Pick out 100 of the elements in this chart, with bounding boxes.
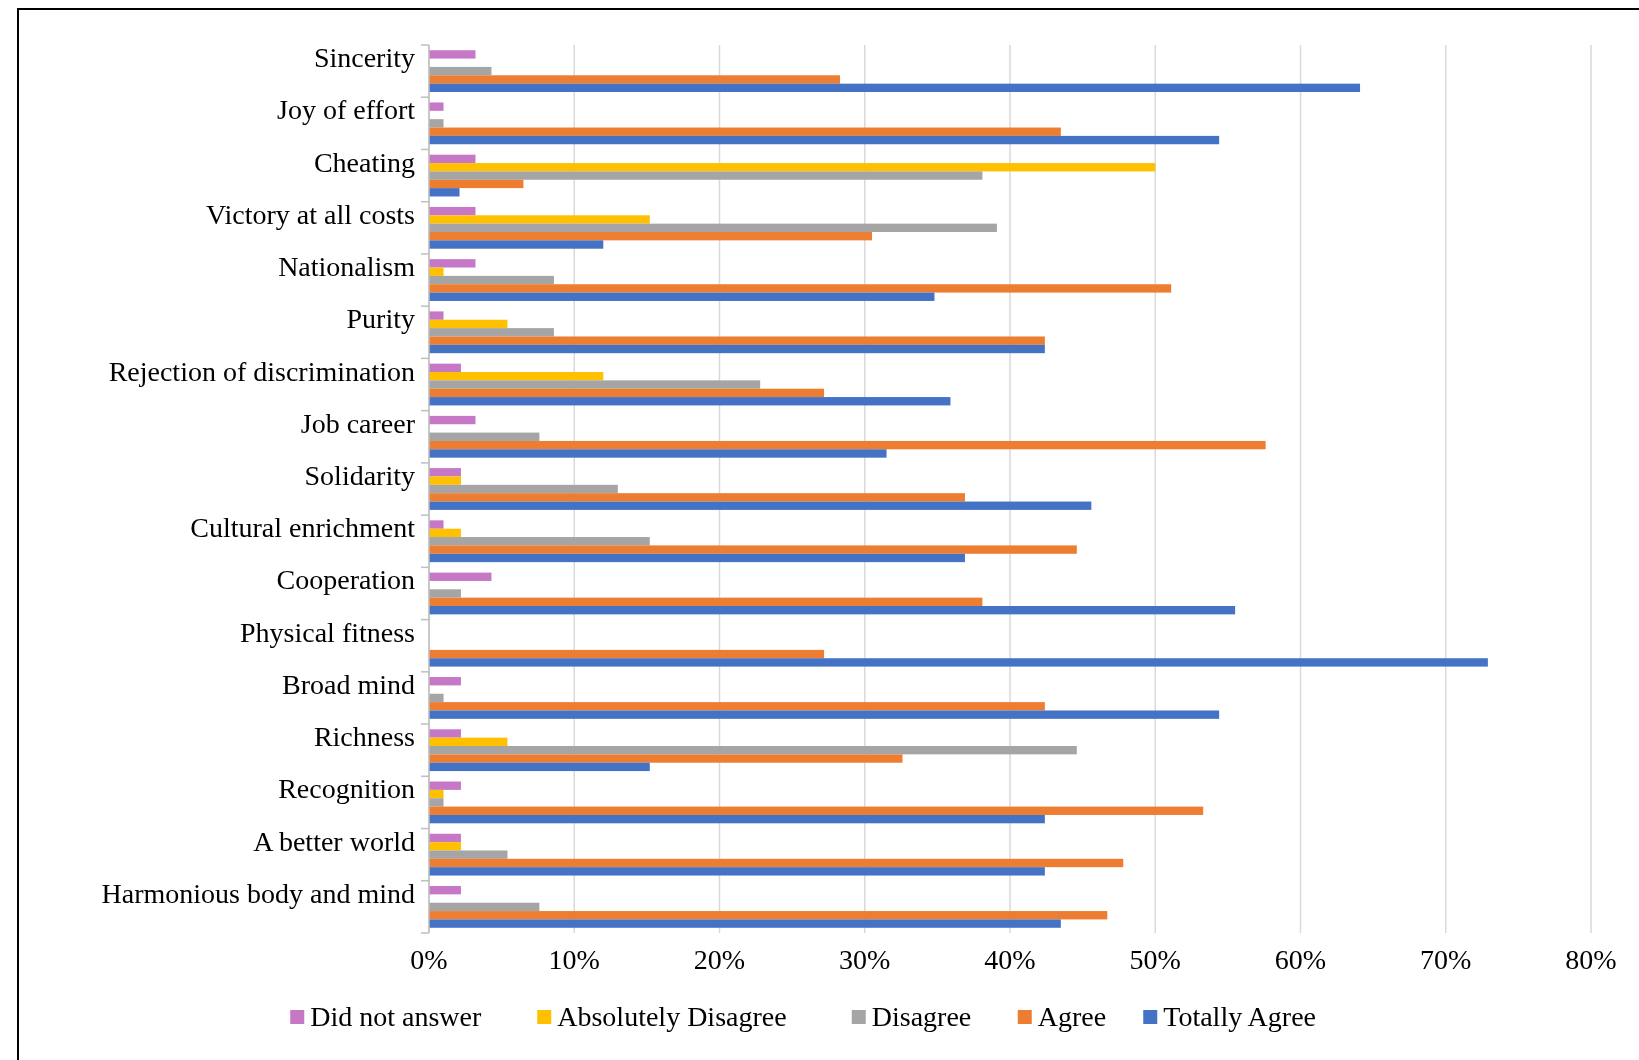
bar — [429, 746, 1077, 755]
bar — [429, 798, 444, 807]
bar — [429, 902, 540, 912]
bar — [429, 102, 444, 111]
y-tick-label: Purity — [346, 303, 415, 335]
bar — [429, 83, 1361, 93]
bar — [429, 206, 476, 216]
x-tick-label: 20% — [693, 944, 746, 975]
y-tick-label: Nationalism — [278, 251, 416, 283]
bar — [429, 545, 1077, 554]
bar — [429, 649, 825, 659]
bar — [429, 710, 1220, 719]
y-tick-label: Victory at all costs — [205, 198, 415, 230]
bar — [429, 867, 1045, 876]
bar — [429, 449, 887, 458]
bar — [429, 484, 618, 494]
bar — [429, 781, 461, 790]
bar — [429, 476, 461, 485]
bar — [429, 858, 1124, 868]
x-tick-label: 60% — [1274, 944, 1327, 975]
bar — [429, 397, 951, 406]
legend-label: Did not answer — [310, 1001, 482, 1032]
bar — [429, 232, 873, 241]
bar — [429, 806, 1204, 815]
bar — [429, 432, 540, 441]
y-tick-label: Richness — [313, 721, 415, 753]
bar — [429, 284, 1172, 293]
y-tick-label: Cheating — [313, 146, 415, 178]
legend-label: Totally Agree — [1163, 1001, 1317, 1032]
y-tick-label: Physical fitness — [240, 616, 415, 648]
bar — [429, 919, 1061, 928]
bar — [429, 789, 444, 799]
y-tick-label: Sincerity — [313, 42, 415, 74]
bar — [429, 493, 965, 502]
bar — [429, 336, 1045, 345]
y-tick-label: A better world — [253, 825, 415, 857]
legend-label: Agree — [1037, 1001, 1107, 1032]
y-tick-label: Rejection of discrimination — [108, 355, 415, 387]
bar — [429, 677, 461, 686]
bar — [429, 267, 444, 276]
bar — [429, 501, 1092, 510]
bar — [429, 589, 461, 598]
y-tick-label: Broad mind — [282, 668, 415, 700]
bar — [429, 188, 460, 197]
bar — [429, 572, 492, 581]
y-tick-label: Harmonious body and mind — [101, 877, 415, 909]
x-tick-label: 0% — [410, 944, 448, 975]
bar — [429, 885, 461, 895]
x-tick-label: 50% — [1129, 944, 1181, 975]
bar — [429, 75, 841, 84]
bar — [429, 179, 524, 189]
bar — [429, 754, 903, 763]
x-tick-label: 30% — [839, 944, 891, 975]
bar — [429, 259, 476, 268]
bar — [429, 606, 1236, 615]
bar — [429, 127, 1061, 136]
bar — [429, 311, 444, 320]
bar — [429, 119, 444, 128]
bar — [429, 729, 461, 738]
legend-label: Absolutely Disagree — [557, 1001, 787, 1032]
bar — [429, 328, 554, 337]
x-tick-label: 40% — [984, 944, 1036, 975]
bar — [429, 850, 508, 859]
bar — [429, 528, 461, 538]
bar — [429, 388, 825, 398]
y-tick-label: Recognition — [278, 773, 415, 805]
bar — [429, 292, 935, 301]
bar — [429, 163, 1156, 172]
y-tick-label: Joy of effort — [277, 94, 416, 126]
y-tick-label: Solidarity — [304, 460, 415, 491]
bar — [429, 520, 444, 529]
bar — [429, 553, 965, 563]
bar — [429, 597, 983, 607]
bar — [429, 223, 997, 232]
bar — [429, 833, 461, 843]
bar — [429, 440, 1266, 450]
bar — [429, 702, 1045, 711]
bar — [429, 658, 1488, 667]
bar — [429, 50, 476, 59]
bar — [429, 814, 1045, 824]
bar — [429, 171, 983, 180]
bar — [429, 66, 492, 76]
bar — [429, 762, 650, 772]
bar — [429, 737, 508, 746]
bar — [429, 154, 476, 164]
bar — [429, 371, 604, 381]
bar — [429, 842, 461, 851]
y-tick-label: Cooperation — [276, 564, 415, 596]
y-tick-label: Job career — [300, 407, 416, 439]
bar — [429, 468, 461, 477]
bar — [429, 380, 761, 389]
bar — [429, 319, 508, 329]
bar — [429, 415, 476, 425]
bar — [429, 693, 444, 703]
x-tick-label: 70% — [1420, 944, 1472, 975]
x-tick-label: 10% — [548, 944, 600, 975]
bar — [429, 275, 554, 285]
bar — [429, 135, 1220, 145]
legend-label: Disagree — [871, 1001, 972, 1032]
x-tick-label: 80% — [1565, 944, 1617, 975]
